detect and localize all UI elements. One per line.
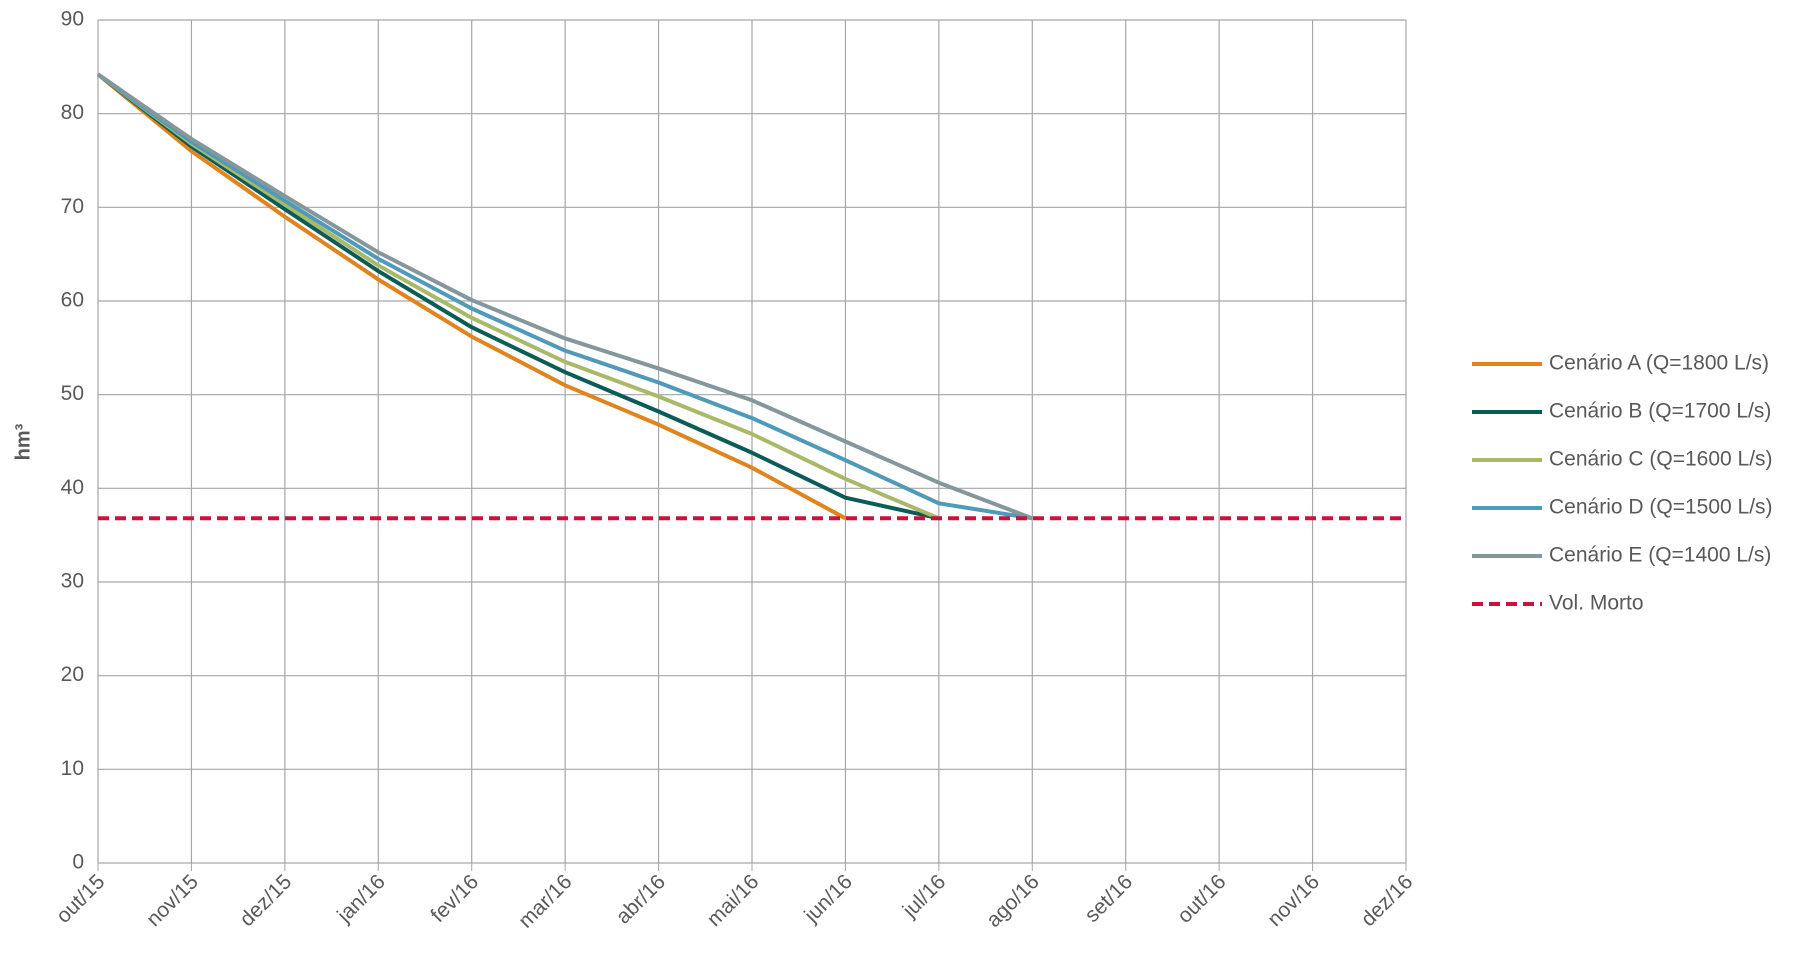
y-tick-label: 70 bbox=[61, 195, 84, 218]
series-line bbox=[96, 72, 940, 521]
x-tick-label: mai/16 bbox=[703, 870, 764, 931]
x-tick-label: ago/16 bbox=[982, 870, 1044, 932]
x-tick-label: jan/16 bbox=[332, 870, 389, 927]
x-tick-label: mar/16 bbox=[514, 870, 576, 932]
x-tick-label: dez/16 bbox=[1357, 870, 1418, 931]
x-tick-label: dez/15 bbox=[235, 870, 296, 931]
y-tick-label: 10 bbox=[61, 757, 84, 780]
x-tick-label: jul/16 bbox=[898, 870, 950, 922]
y-axis-label: hm³ bbox=[12, 423, 34, 460]
series-line bbox=[96, 72, 1033, 521]
legend-label: Vol. Morto bbox=[1549, 592, 1644, 615]
y-tick-label: 40 bbox=[61, 476, 84, 499]
legend-label: Cenário B (Q=1700 L/s) bbox=[1549, 400, 1771, 423]
x-tick-label: abr/16 bbox=[612, 870, 670, 928]
y-tick-label: 30 bbox=[61, 570, 84, 593]
legend-label: Cenário E (Q=1400 L/s) bbox=[1549, 544, 1771, 567]
y-tick-label: 90 bbox=[61, 8, 84, 31]
legend-label: Cenário D (Q=1500 L/s) bbox=[1549, 496, 1773, 519]
y-tick-label: 0 bbox=[72, 851, 84, 874]
series-line bbox=[96, 72, 847, 521]
series-line bbox=[96, 72, 940, 521]
y-tick-label: 20 bbox=[61, 663, 84, 686]
legend-label: Cenário C (Q=1600 L/s) bbox=[1549, 448, 1773, 471]
x-tick-label: out/16 bbox=[1173, 870, 1231, 928]
x-tick-label: nov/15 bbox=[142, 870, 203, 931]
x-tick-label: set/16 bbox=[1080, 870, 1137, 927]
series-line bbox=[96, 72, 1034, 521]
y-tick-label: 50 bbox=[61, 382, 84, 405]
legend-label: Cenário A (Q=1800 L/s) bbox=[1549, 352, 1769, 375]
x-tick-label: nov/16 bbox=[1263, 870, 1324, 931]
y-tick-label: 80 bbox=[61, 101, 84, 124]
x-tick-label: jun/16 bbox=[799, 870, 856, 927]
y-tick-label: 60 bbox=[61, 289, 84, 312]
x-tick-label: fev/16 bbox=[426, 870, 483, 927]
x-tick-label: out/15 bbox=[52, 870, 110, 928]
